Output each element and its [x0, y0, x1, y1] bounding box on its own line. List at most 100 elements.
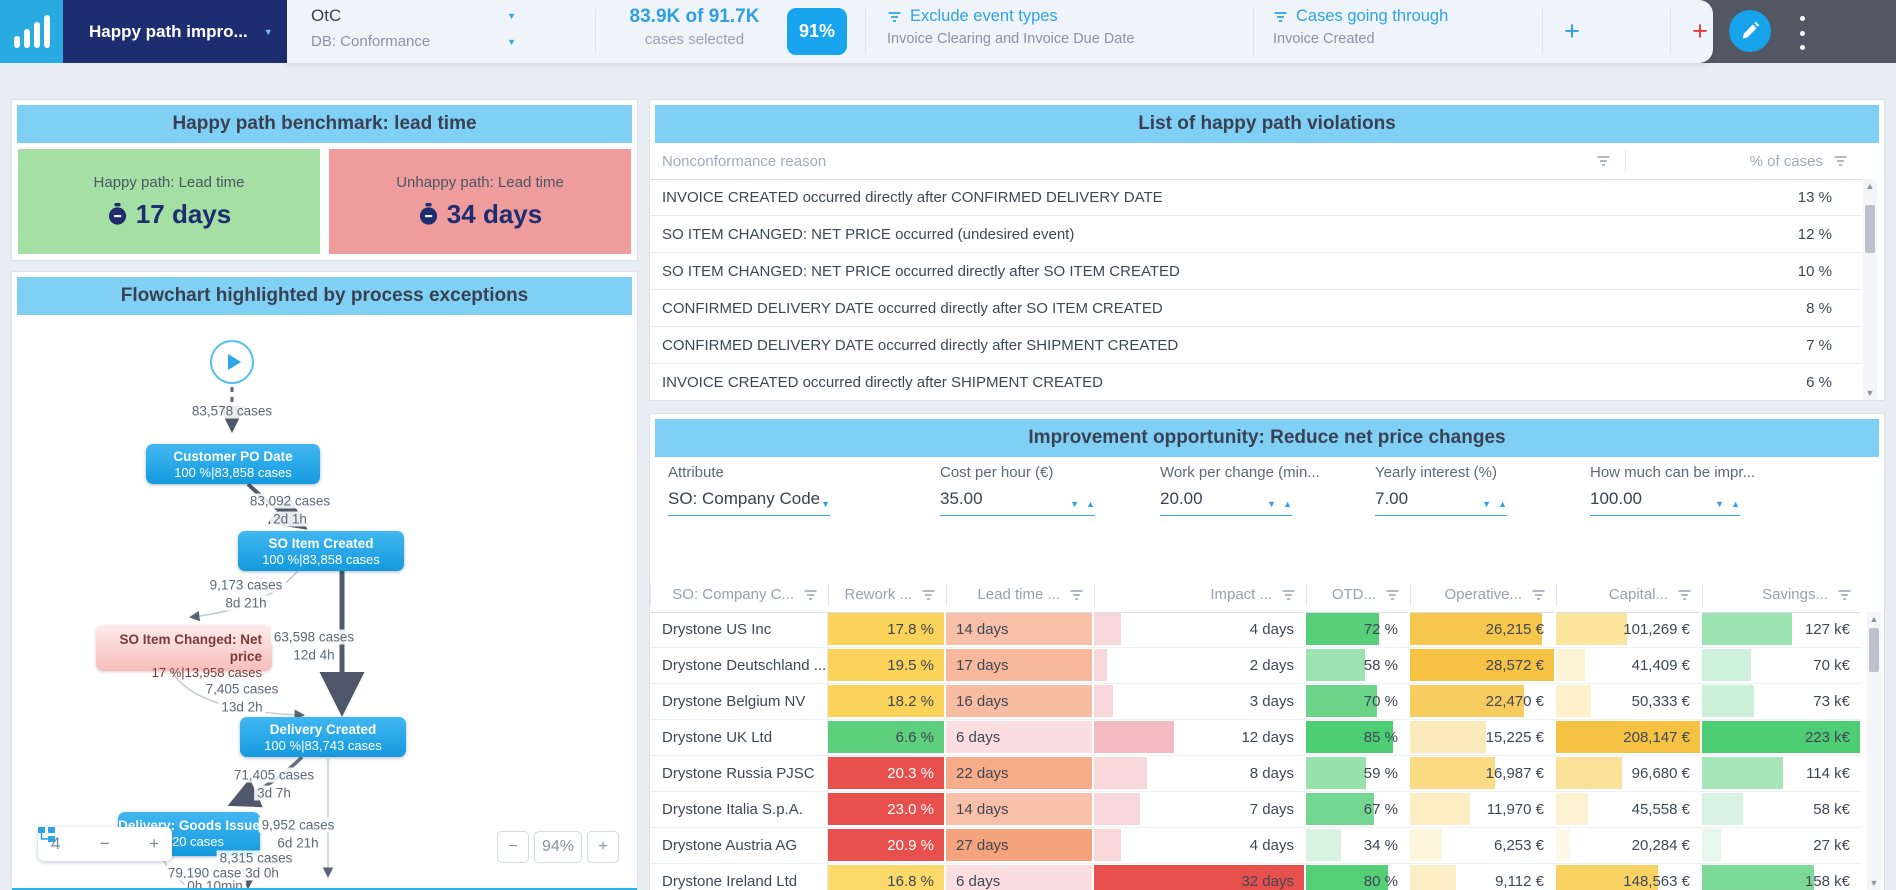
column-header[interactable]: Savings... [1702, 583, 1862, 606]
table-row[interactable]: INVOICE CREATED occurred directly after … [650, 179, 1862, 216]
scrollbar-thumb[interactable] [1865, 205, 1875, 253]
table-row[interactable]: Drystone Deutschland ... 19.5 % 17 days … [650, 648, 1862, 684]
filter-icon[interactable] [1531, 589, 1546, 601]
table-row[interactable]: CONFIRMED DELIVERY DATE occurred directl… [650, 327, 1862, 364]
table-row[interactable]: Drystone US Inc 17.8 % 14 days 4 days 72… [650, 612, 1862, 648]
chevron-up-icon[interactable]: ▲ [1086, 499, 1095, 509]
divider [1670, 9, 1671, 54]
depth-increase-button[interactable]: + [149, 834, 159, 853]
sheet-selector[interactable]: Happy path impro... ▼ [63, 0, 287, 63]
column-header[interactable]: OTD... [1306, 583, 1410, 606]
edge-label: 3d 0h [242, 865, 282, 881]
scroll-down-icon[interactable]: ▼ [1869, 878, 1879, 888]
violation-percent: 7 % [1806, 336, 1832, 354]
column-header[interactable]: Operative... [1410, 583, 1556, 606]
column-header[interactable]: Impact ... [1094, 583, 1306, 606]
flow-node-customer-po-date[interactable]: Customer PO Date 100 %|83,858 cases [146, 444, 320, 484]
violation-reason: INVOICE CREATED occurred directly after … [662, 373, 1103, 391]
chevron-up-icon[interactable]: ▲ [1283, 499, 1292, 509]
scroll-up-icon[interactable]: ▲ [1865, 181, 1875, 191]
filter-icon[interactable] [1837, 589, 1852, 601]
table-row[interactable]: Drystone Russia PJSC 20.3 % 22 days 8 da… [650, 756, 1862, 792]
flow-node-delivery-created[interactable]: Delivery Created 100 %|83,743 cases [240, 717, 406, 757]
impact-cell: 3 days [1094, 684, 1306, 719]
filter-icon[interactable] [1385, 589, 1400, 601]
chevron-down-icon[interactable]: ▼ [507, 36, 516, 47]
violations-scrollbar[interactable]: ▲ ▼ [1863, 179, 1877, 400]
process-flowchart[interactable]: Customer PO Date 100 %|83,858 cases SO It… [12, 315, 637, 888]
table-row[interactable]: Drystone Austria AG 20.9 % 27 days 4 day… [650, 828, 1862, 864]
flow-depth-control[interactable]: 4 − + [38, 827, 172, 861]
scroll-down-icon[interactable]: ▼ [1865, 388, 1875, 398]
filter-chip-cases-going-through[interactable]: Cases going through Invoice Created [1273, 7, 1449, 47]
workspace-name: OtC [311, 6, 342, 25]
chevron-up-icon[interactable]: ▲ [1498, 499, 1507, 509]
operative-cell: 9,112 € [1410, 864, 1556, 890]
table-row[interactable]: Drystone Ireland Ltd 16.8 % 6 days 32 da… [650, 864, 1862, 890]
table-row[interactable]: SO ITEM CHANGED: NET PRICE occurred dire… [650, 253, 1862, 290]
table-row[interactable]: Drystone Belgium NV 18.2 % 16 days 3 day… [650, 684, 1862, 720]
lead-time-cell: 14 days [946, 792, 1094, 827]
table-row[interactable]: INVOICE CREATED occurred directly after … [650, 364, 1862, 400]
filter-icon[interactable] [803, 589, 818, 601]
impact-cell: 4 days [1094, 612, 1306, 647]
column-header[interactable]: Capital... [1556, 583, 1702, 606]
filter-icon [1274, 11, 1287, 22]
param-value: 20.00 [1160, 489, 1203, 508]
table-row[interactable]: Drystone Italia S.p.A. 23.0 % 14 days 7 … [650, 792, 1862, 828]
filter-icon[interactable] [1069, 589, 1084, 601]
table-row[interactable]: CONFIRMED DELIVERY DATE occurred directl… [650, 290, 1862, 327]
violation-percent: 13 % [1797, 188, 1832, 206]
filter-icon[interactable] [1833, 155, 1848, 167]
add-filter-button[interactable]: + [1692, 16, 1708, 46]
filter-icon[interactable] [1596, 155, 1611, 167]
workspace-selector[interactable]: OtC ▼ DB: Conformance ▼ [311, 6, 516, 50]
param-yearly-interest[interactable]: Yearly interest (%) 7.00 ▼ ▲ [1375, 464, 1507, 516]
chevron-down-icon[interactable]: ▼ [1267, 499, 1277, 509]
violations-table: INVOICE CREATED occurred directly after … [650, 179, 1862, 400]
scrollbar-thumb[interactable] [1869, 628, 1879, 672]
chevron-down-icon[interactable]: ▼ [507, 11, 516, 21]
app-logo-icon[interactable] [0, 0, 63, 63]
filter-icon[interactable] [1281, 589, 1296, 601]
filter-icon[interactable] [1677, 589, 1692, 601]
zoom-out-button[interactable]: − [497, 831, 529, 863]
flowchart-panel: Flowchart highlighted by process excepti… [12, 272, 637, 890]
improvement-panel: Improvement opportunity: Reduce net pric… [650, 414, 1884, 890]
filter-icon[interactable] [921, 589, 936, 601]
column-header[interactable]: Lead time ... [946, 583, 1094, 606]
more-menu-icon[interactable] [1794, 16, 1810, 50]
add-component-button[interactable]: + [1564, 16, 1580, 46]
filter-chip-exclude-event-types[interactable]: Exclude event types Invoice Clearing and… [887, 7, 1135, 47]
chevron-up-icon[interactable]: ▲ [1731, 499, 1740, 509]
chevron-down-icon[interactable]: ▼ [1715, 499, 1725, 509]
column-header[interactable]: SO: Company C... [650, 583, 828, 606]
chevron-down-icon[interactable]: ▼ [1070, 499, 1080, 509]
chevron-down-icon[interactable]: ▼ [821, 499, 830, 509]
flow-edges [161, 387, 365, 888]
param-improvable[interactable]: How much can be impr... 100.00 ▼ ▲ [1590, 464, 1755, 516]
zoom-in-button[interactable]: + [587, 831, 619, 863]
flow-node-so-item-changed-net-price[interactable]: SO Item Changed: Net price 17 %|13,958 ca… [96, 625, 272, 680]
table-row[interactable]: Drystone UK Ltd 6.6 % 6 days 12 days 85 … [650, 720, 1862, 756]
param-cost-per-hour[interactable]: Cost per hour (€) 35.00 ▼ ▲ [940, 464, 1095, 516]
edit-button[interactable] [1729, 10, 1771, 52]
company-name: Drystone US Inc [650, 612, 828, 647]
param-work-per-change[interactable]: Work per change (min... 20.00 ▼ ▲ [1160, 464, 1320, 516]
column-header[interactable]: Rework ... [828, 583, 946, 606]
table-row[interactable]: SO ITEM CHANGED: NET PRICE occurred (und… [650, 216, 1862, 253]
improvement-scrollbar[interactable]: ▲ ▼ [1867, 612, 1881, 890]
impact-cell: 7 days [1094, 792, 1306, 827]
scroll-up-icon[interactable]: ▲ [1869, 614, 1879, 624]
chevron-down-icon[interactable]: ▼ [1482, 499, 1492, 509]
depth-decrease-button[interactable]: − [99, 834, 110, 853]
divider [1253, 9, 1254, 54]
param-attribute[interactable]: Attribute SO: Company Code ▼ [668, 464, 830, 516]
otd-cell: 34 % [1306, 828, 1410, 863]
stopwatch-icon [419, 202, 437, 225]
violation-percent: 8 % [1806, 299, 1832, 317]
edge-label: 71,405 cases [230, 767, 318, 783]
flow-node-so-item-created[interactable]: SO Item Created 100 %|83,858 cases [238, 531, 404, 571]
capital-cell: 50,333 € [1556, 684, 1702, 719]
savings-cell: 58 k€ [1702, 792, 1862, 827]
